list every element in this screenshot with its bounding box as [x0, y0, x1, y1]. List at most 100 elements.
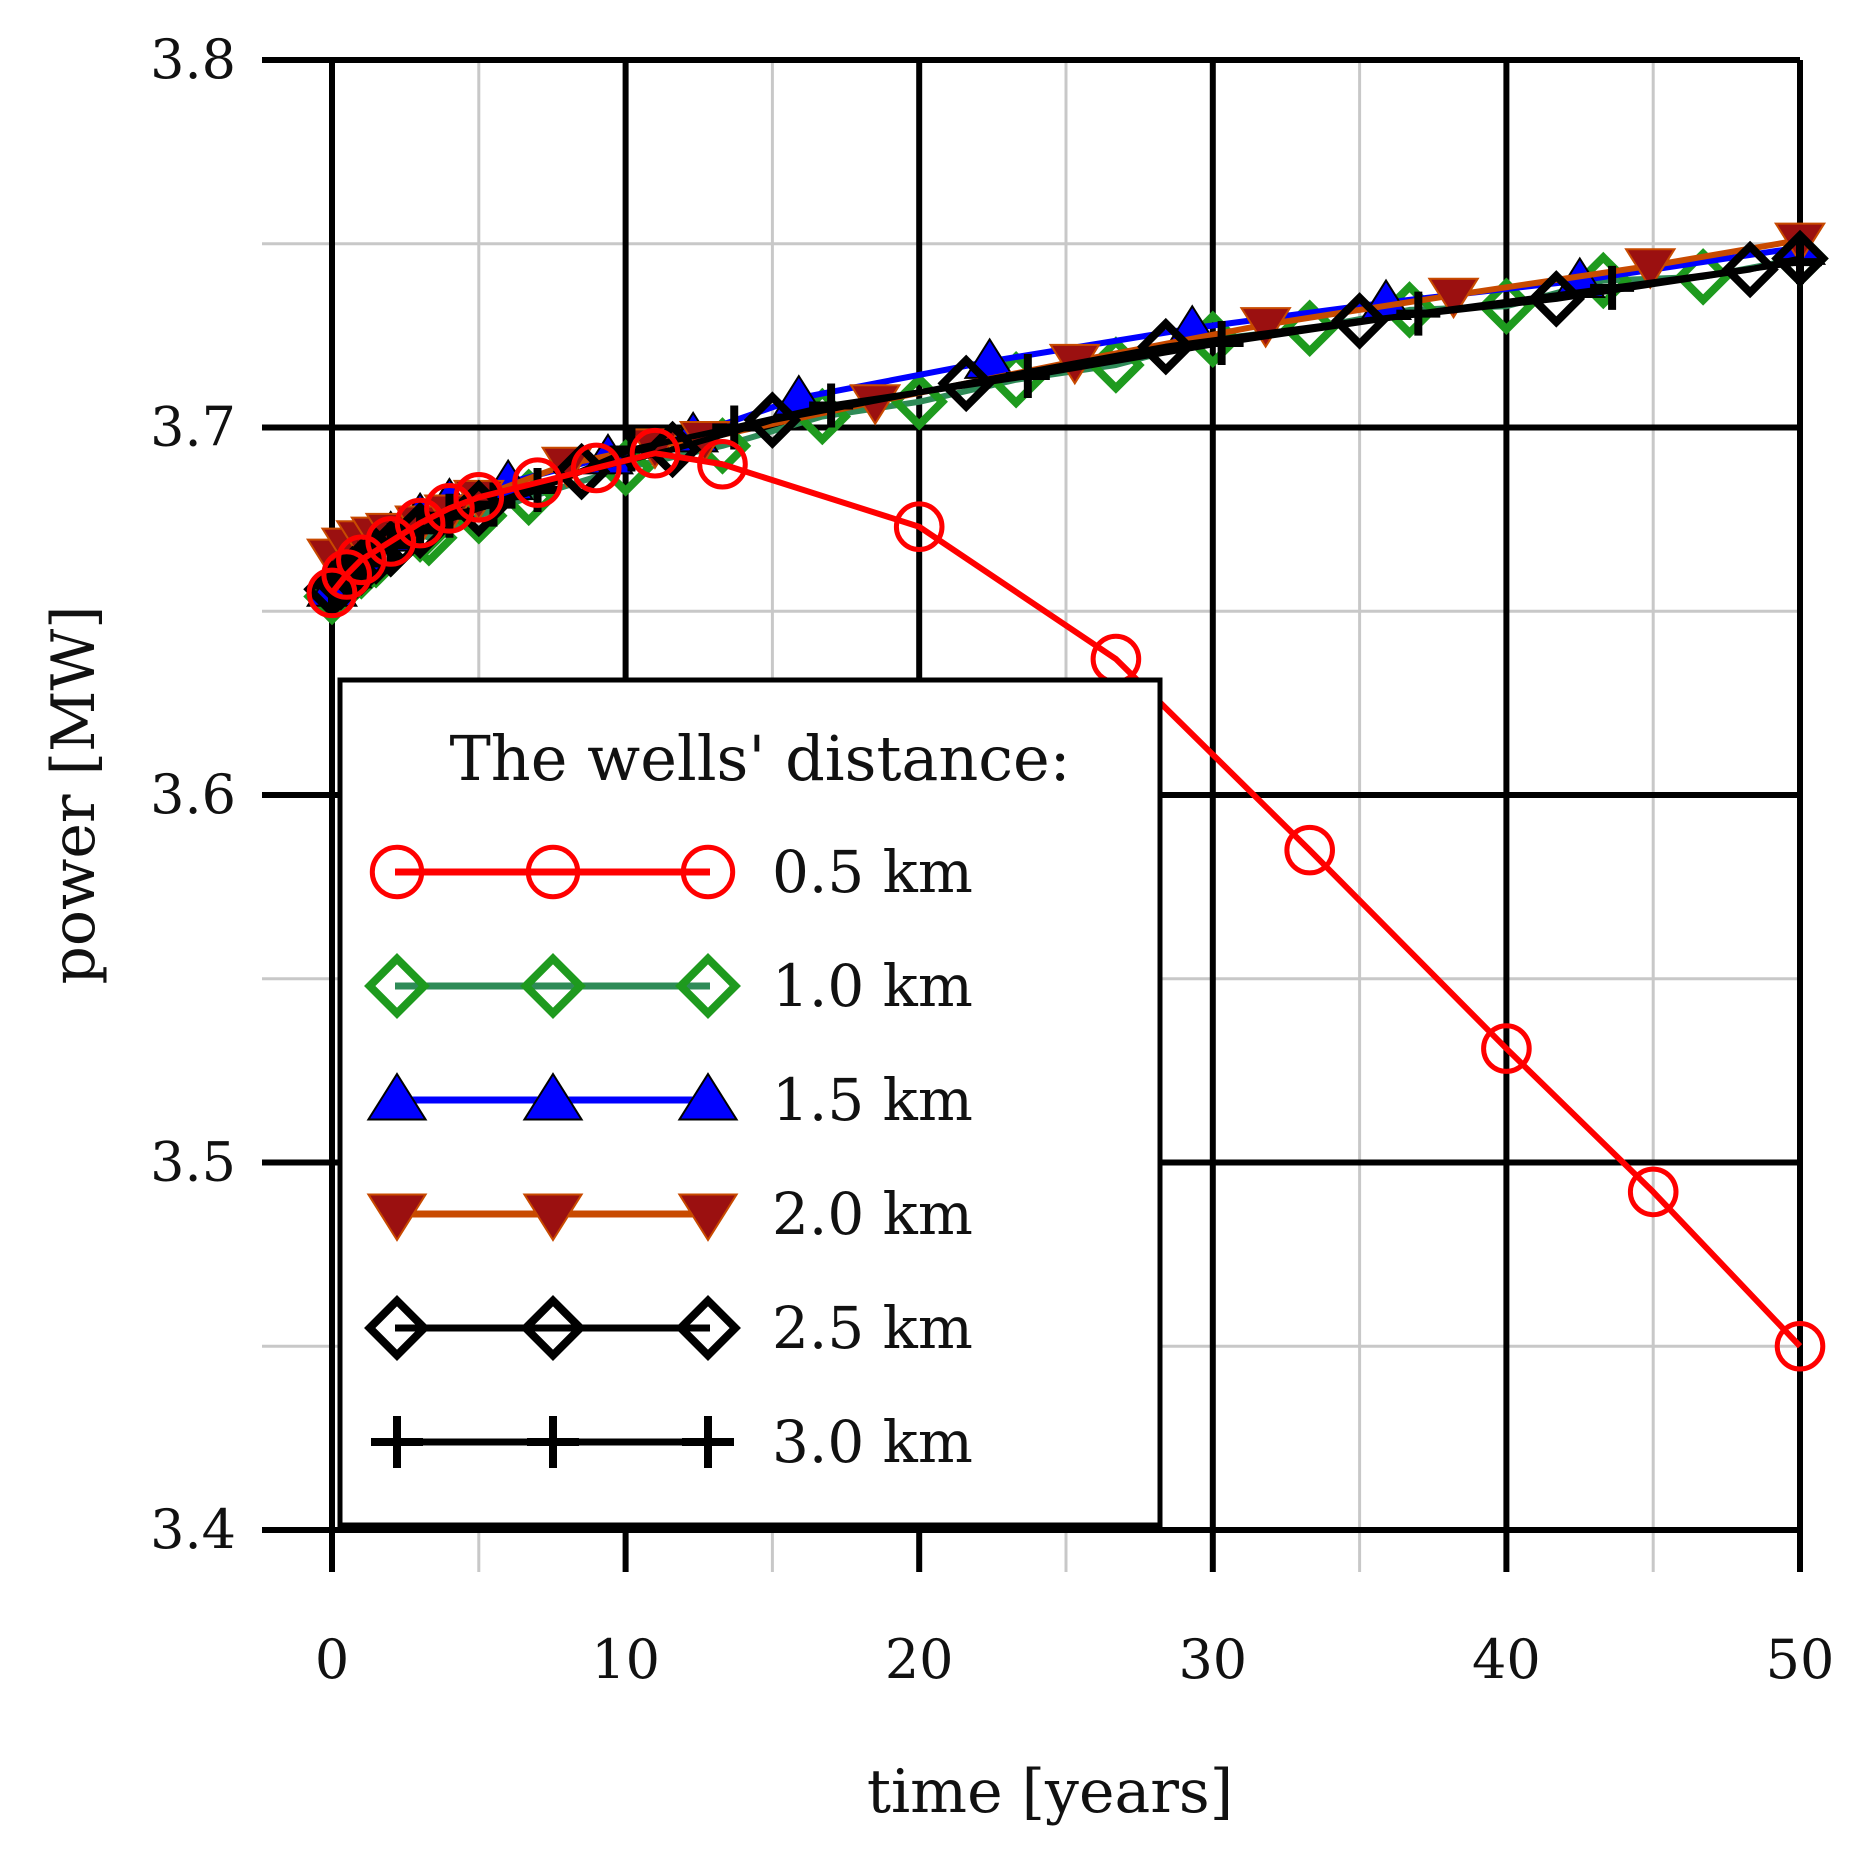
- marker-shape: [364, 1295, 430, 1361]
- marker-shape: [675, 1295, 741, 1361]
- marker-shape: [1624, 248, 1677, 290]
- legend-marker: [527, 1416, 579, 1468]
- marker-shape: [677, 1193, 739, 1242]
- x-tick-label: 40: [1472, 1628, 1541, 1691]
- data-point: [1239, 307, 1292, 349]
- data-point: [1774, 1320, 1826, 1372]
- x-tick-label: 0: [315, 1628, 349, 1691]
- data-point: [1427, 277, 1480, 320]
- data-point: [937, 354, 995, 413]
- legend-title: The wells' distance:: [449, 722, 1070, 795]
- legend-marker: [364, 1295, 430, 1361]
- x-tick-label: 50: [1766, 1628, 1835, 1691]
- data-point: [1199, 320, 1244, 365]
- y-tick-label: 3.7: [150, 396, 236, 459]
- marker-shape: [893, 501, 945, 553]
- data-point: [365, 516, 417, 567]
- data-point: [471, 482, 516, 527]
- legend-entry: 2.0 km: [366, 1180, 973, 1248]
- data-point: [1005, 354, 1050, 399]
- marker-shape: [321, 549, 372, 600]
- data-point: [1481, 1023, 1532, 1074]
- legend-marker: [520, 1295, 586, 1361]
- marker-shape: [1674, 248, 1732, 306]
- legend-marker: [680, 844, 736, 900]
- data-point: [453, 472, 505, 523]
- axis-ticks: 0 10 20 30 40 50 3.4 3.5 3.6 3.7 3.8: [150, 28, 1834, 1691]
- data-point: [1627, 1166, 1679, 1218]
- data-point: [394, 497, 446, 549]
- marker-shape: [365, 516, 417, 567]
- data-point: [809, 383, 854, 428]
- legend-label: 3.0 km: [772, 1408, 973, 1476]
- data-point: [1396, 291, 1441, 336]
- marker-shape: [512, 457, 563, 508]
- data-point: [1624, 248, 1677, 290]
- legend-marker: [366, 1072, 428, 1121]
- legend-marker: [682, 1416, 734, 1468]
- marker-shape: [570, 442, 622, 494]
- marker-shape: [522, 1193, 584, 1242]
- data-point: [306, 567, 358, 619]
- legend-entry: 3.0 km: [371, 1408, 973, 1476]
- marker-shape: [453, 472, 505, 523]
- y-tick-label: 3.6: [150, 763, 236, 826]
- legend-marker: [522, 1193, 584, 1242]
- series-layer: [303, 222, 1829, 1372]
- legend-marker: [677, 1193, 739, 1242]
- marker-shape: [1427, 277, 1480, 320]
- y-tick-label: 3.5: [150, 1131, 236, 1194]
- data-point: [1330, 292, 1389, 350]
- legend-marker: [677, 1072, 739, 1121]
- marker-shape: [520, 953, 586, 1019]
- y-tick-label: 3.4: [150, 1498, 236, 1561]
- legend-label: 2.0 km: [772, 1180, 973, 1248]
- marker-shape: [680, 844, 736, 900]
- marker-shape: [1239, 307, 1292, 349]
- marker-shape: [1774, 1320, 1826, 1372]
- marker-shape: [525, 844, 581, 900]
- data-point: [570, 442, 622, 494]
- data-point: [1137, 317, 1195, 376]
- marker-shape: [522, 1072, 584, 1121]
- x-tick-label: 30: [1178, 1628, 1247, 1691]
- legend-marker: [675, 1295, 741, 1361]
- legend-marker: [675, 953, 741, 1019]
- legend-entry: 2.5 km: [364, 1294, 973, 1362]
- legend-marker: [369, 844, 425, 900]
- marker-shape: [1284, 824, 1335, 876]
- y-tick-label: 3.8: [150, 28, 236, 91]
- data-point: [1590, 265, 1635, 310]
- marker-shape: [366, 1072, 428, 1121]
- marker-shape: [424, 483, 475, 534]
- marker-shape: [1627, 1166, 1679, 1218]
- data-point: [512, 457, 563, 508]
- marker-shape: [336, 534, 387, 586]
- legend-entry: 1.0 km: [364, 952, 973, 1020]
- legend-marker: [366, 1193, 428, 1242]
- legend-label: 0.5 km: [772, 838, 973, 906]
- data-point: [1284, 824, 1335, 876]
- legend-marker: [522, 1072, 584, 1121]
- x-tick-label: 10: [591, 1628, 660, 1691]
- marker-shape: [697, 438, 748, 490]
- legend-label: 2.5 km: [772, 1294, 973, 1362]
- marker-shape: [937, 354, 995, 413]
- data-point: [1721, 240, 1779, 299]
- marker-shape: [366, 1193, 428, 1242]
- legend: The wells' distance: 0.5 km 1.0 km 1.5 km 2.…: [337, 677, 1163, 1528]
- marker-shape: [1481, 1023, 1532, 1074]
- marker-shape: [306, 567, 358, 619]
- legend-entry: 1.5 km: [366, 1066, 973, 1134]
- data-point: [1778, 240, 1822, 285]
- data-point: [424, 483, 475, 534]
- legend-entry: 0.5 km: [369, 838, 973, 906]
- marker-shape: [369, 844, 425, 900]
- data-point: [321, 549, 372, 600]
- marker-shape: [1137, 317, 1195, 376]
- data-point: [1674, 248, 1732, 306]
- series-0_5km: [306, 427, 1826, 1372]
- data-point: [336, 534, 387, 586]
- marker-shape: [629, 427, 681, 479]
